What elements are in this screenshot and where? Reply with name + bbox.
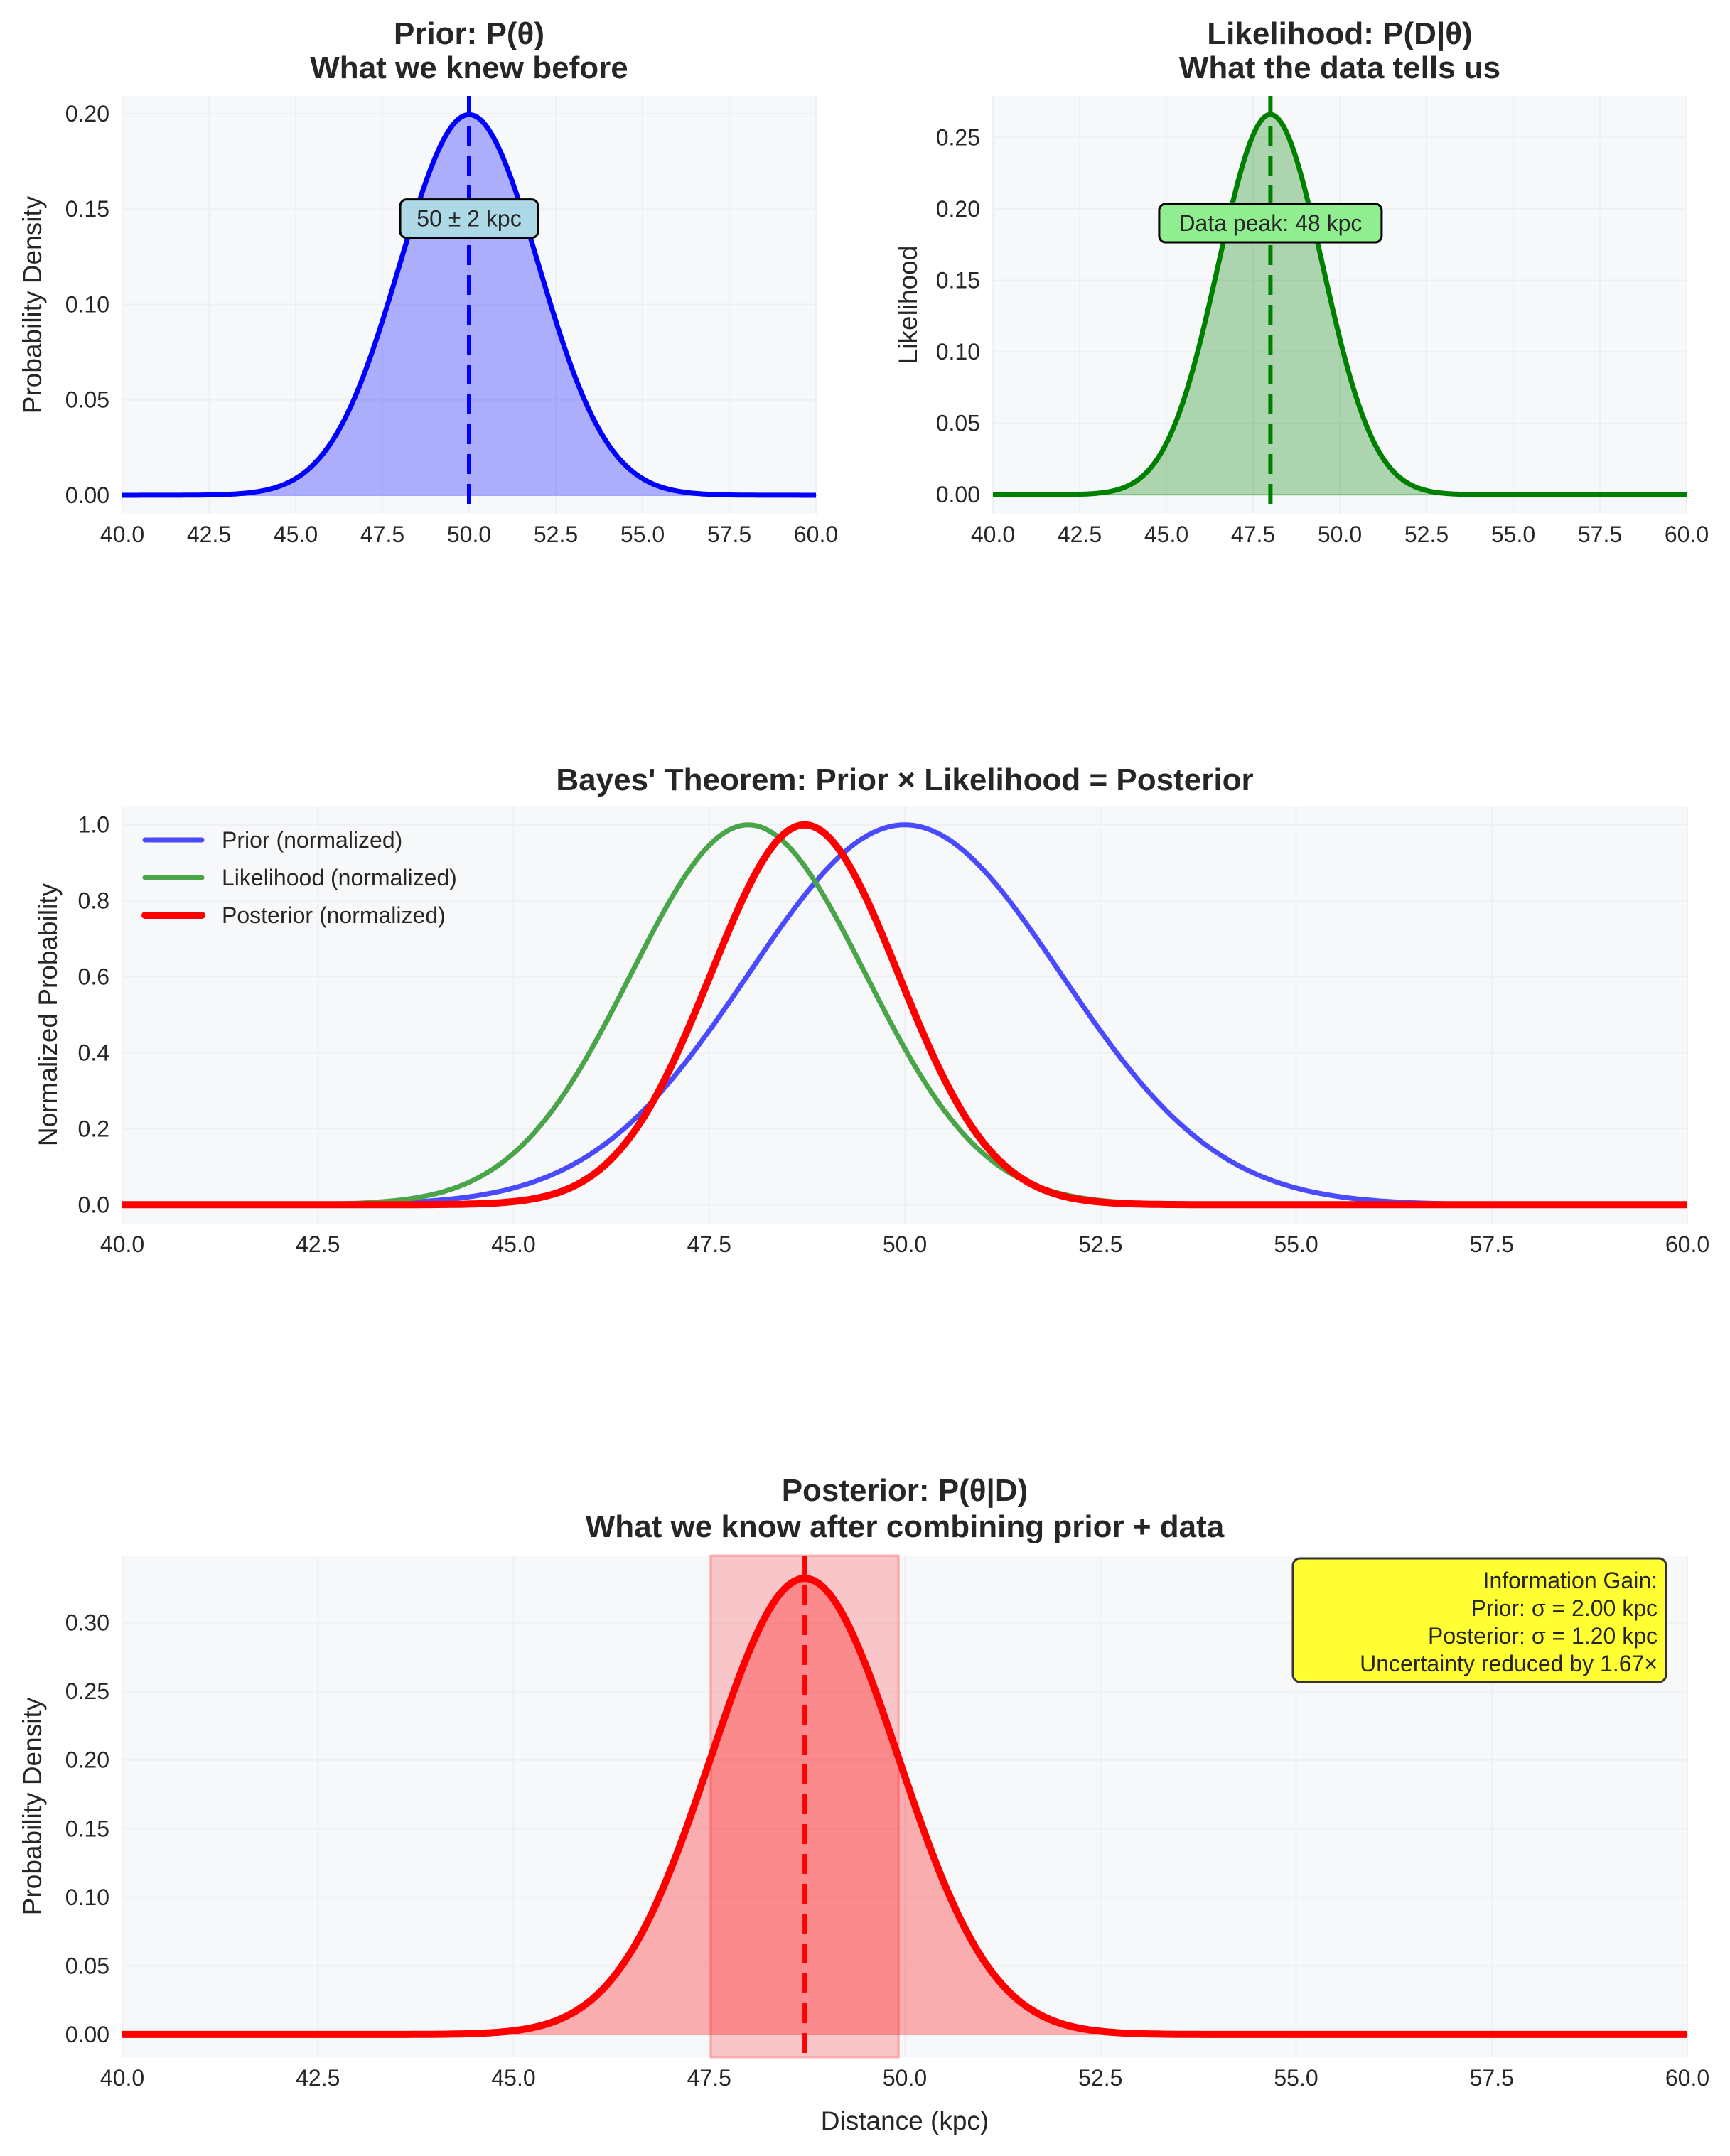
bayes-series-line-2 <box>122 821 1687 1209</box>
bayes-y-tick-label: 0.6 <box>78 964 109 990</box>
posterior-y-tick-label: 0.05 <box>65 1953 109 1978</box>
posterior-y-tick-label: 0.10 <box>65 1885 109 1910</box>
posterior-x-tick-label: 52.5 <box>1078 2065 1122 2091</box>
bayes-x-tick-label: 47.5 <box>687 1231 731 1257</box>
likelihood-x-tick-label: 40.0 <box>971 522 1015 547</box>
bayes-x-tick-label: 55.0 <box>1274 1231 1318 1257</box>
bayes-y-tick-label: 0.2 <box>78 1116 109 1141</box>
prior-x-tick-label: 42.5 <box>187 522 231 547</box>
likelihood-ylabel: Likelihood <box>893 246 923 365</box>
prior-subtitle: What we knew before <box>310 50 628 85</box>
information-gain-line: Prior: σ = 2.00 kpc <box>1471 1595 1658 1621</box>
prior-plot-area: 40.0 42.5 45.0 47.5 50.0 52.5 55.0 57.5 60.0 0.00… <box>65 96 838 547</box>
legend-label-0: Prior (normalized) <box>222 827 402 853</box>
bayes-x-tick-label: 52.5 <box>1078 1231 1122 1257</box>
prior-x-tick-label: 57.5 <box>707 522 751 547</box>
likelihood-x-tick-label: 57.5 <box>1578 522 1622 547</box>
legend-label-1: Likelihood (normalized) <box>222 865 457 890</box>
prior-y-tick-label: 0.20 <box>65 101 109 126</box>
prior-x-tick-label: 45.0 <box>274 522 318 547</box>
prior-y-tick-label: 0.10 <box>65 291 109 317</box>
posterior-y-tick-label: 0.30 <box>65 1610 109 1636</box>
bayes-x-tick-label: 50.0 <box>883 1231 927 1257</box>
likelihood-x-tick-label: 45.0 <box>1144 522 1188 547</box>
bayes-y-tick-label: 1.0 <box>78 812 109 838</box>
posterior-y-tick-label: 0.25 <box>65 1678 109 1704</box>
posterior-x-tick-label: 50.0 <box>883 2065 927 2091</box>
posterior-plot-area: 40.0 42.5 45.0 47.5 50.0 52.5 55.0 57.5 60.0 0.00… <box>65 1554 1709 2091</box>
posterior-title: Posterior: P(θ|D) <box>782 1473 1028 1509</box>
prior-x-tick-label: 47.5 <box>360 522 404 547</box>
legend-label-2: Posterior (normalized) <box>222 902 446 928</box>
likelihood-series-line-0 <box>992 112 1688 497</box>
bayes-x-tick-label: 57.5 <box>1470 1231 1514 1257</box>
posterior-x-tick-label: 45.0 <box>491 2065 535 2091</box>
likelihood-y-tick-label: 0.25 <box>936 124 980 150</box>
bayes-y-tick-label: 0.8 <box>78 888 109 914</box>
prior-y-tick-label: 0.15 <box>65 196 109 222</box>
bayes-plot-area: 40.0 42.5 45.0 47.5 50.0 52.5 55.0 57.5 60.0 0.0 0… <box>78 806 1709 1257</box>
posterior-y-tick-label: 0.20 <box>65 1747 109 1773</box>
bayes-x-tick-label: 45.0 <box>491 1231 535 1257</box>
posterior-panel: 40.0 42.5 45.0 47.5 50.0 52.5 55.0 57.5 60.0 0.00… <box>18 1473 1709 2135</box>
likelihood-subtitle: What the data tells us <box>1179 50 1500 85</box>
likelihood-x-tick-label: 50.0 <box>1318 522 1362 547</box>
bayes-title: Bayes' Theorem: Prior × Likelihood = Pos… <box>556 762 1253 797</box>
prior-x-tick-label: 60.0 <box>794 522 838 547</box>
posterior-x-tick-label: 57.5 <box>1470 2065 1514 2091</box>
likelihood-y-tick-label: 0.20 <box>936 196 980 222</box>
bayes-ylabel: Normalized Probability <box>33 883 63 1146</box>
bayes-y-tick-label: 0.4 <box>78 1040 109 1065</box>
prior-x-tick-label: 50.0 <box>447 522 491 547</box>
bayes-x-tick-label: 42.5 <box>296 1231 340 1257</box>
likelihood-x-tick-label: 60.0 <box>1665 522 1709 547</box>
likelihood-x-tick-label: 52.5 <box>1404 522 1449 547</box>
bayes-x-tick-label: 60.0 <box>1665 1231 1709 1257</box>
prior-annotation-text: 50 ± 2 kpc <box>417 206 521 232</box>
likelihood-title: Likelihood: P(D|θ) <box>1207 16 1472 52</box>
prior-x-tick-label: 55.0 <box>620 522 665 547</box>
bayes-panel: 40.0 42.5 45.0 47.5 50.0 52.5 55.0 57.5 60.0 0.0 0… <box>33 762 1709 1257</box>
prior-x-tick-label: 52.5 <box>534 522 578 547</box>
information-gain-line: Posterior: σ = 1.20 kpc <box>1428 1623 1658 1649</box>
prior-annotation-box <box>399 198 539 239</box>
posterior-xlabel: Distance (kpc) <box>821 2106 989 2135</box>
likelihood-y-tick-label: 0.05 <box>936 411 980 436</box>
posterior-x-tick-label: 42.5 <box>296 2065 340 2091</box>
likelihood-annotation-box <box>1158 203 1383 244</box>
likelihood-plot-area: 40.0 42.5 45.0 47.5 50.0 52.5 55.0 57.5 60.0 0.00… <box>936 96 1709 547</box>
posterior-ylabel: Probability Density <box>18 1697 47 1915</box>
likelihood-x-tick-label: 47.5 <box>1231 522 1275 547</box>
bayes-x-tick-label: 40.0 <box>100 1231 144 1257</box>
prior-y-tick-label: 0.05 <box>65 387 109 413</box>
prior-ylabel: Probability Density <box>18 195 47 414</box>
likelihood-annotation-text: Data peak: 48 kpc <box>1178 210 1362 236</box>
posterior-x-tick-label: 60.0 <box>1665 2065 1709 2091</box>
bayes-y-tick-label: 0.0 <box>78 1192 109 1217</box>
posterior-x-tick-label: 47.5 <box>687 2065 731 2091</box>
information-gain-line: Uncertainty reduced by 1.67× <box>1360 1651 1658 1676</box>
information-gain-line: Information Gain: <box>1483 1568 1658 1593</box>
likelihood-x-tick-label: 42.5 <box>1058 522 1102 547</box>
likelihood-panel: 40.0 42.5 45.0 47.5 50.0 52.5 55.0 57.5 60.0 0.00… <box>893 16 1709 547</box>
likelihood-y-tick-label: 0.00 <box>936 482 980 507</box>
posterior-subtitle: What we know after combining prior + dat… <box>586 1509 1225 1544</box>
posterior-y-tick-label: 0.15 <box>65 1816 109 1841</box>
information-gain-box <box>1291 1557 1667 1683</box>
prior-x-tick-label: 40.0 <box>100 522 144 547</box>
posterior-x-tick-label: 55.0 <box>1274 2065 1318 2091</box>
likelihood-x-tick-label: 55.0 <box>1491 522 1535 547</box>
posterior-series-line-0 <box>122 1575 1687 2038</box>
prior-y-tick-label: 0.00 <box>65 483 109 508</box>
posterior-x-tick-label: 40.0 <box>100 2065 144 2091</box>
prior-panel: 40.0 42.5 45.0 47.5 50.0 52.5 55.0 57.5 60.0 0.00… <box>18 16 838 547</box>
likelihood-y-tick-label: 0.15 <box>936 268 980 293</box>
likelihood-y-tick-label: 0.10 <box>936 339 980 365</box>
posterior-y-tick-label: 0.00 <box>65 2022 109 2047</box>
prior-title: Prior: P(θ) <box>394 16 544 51</box>
